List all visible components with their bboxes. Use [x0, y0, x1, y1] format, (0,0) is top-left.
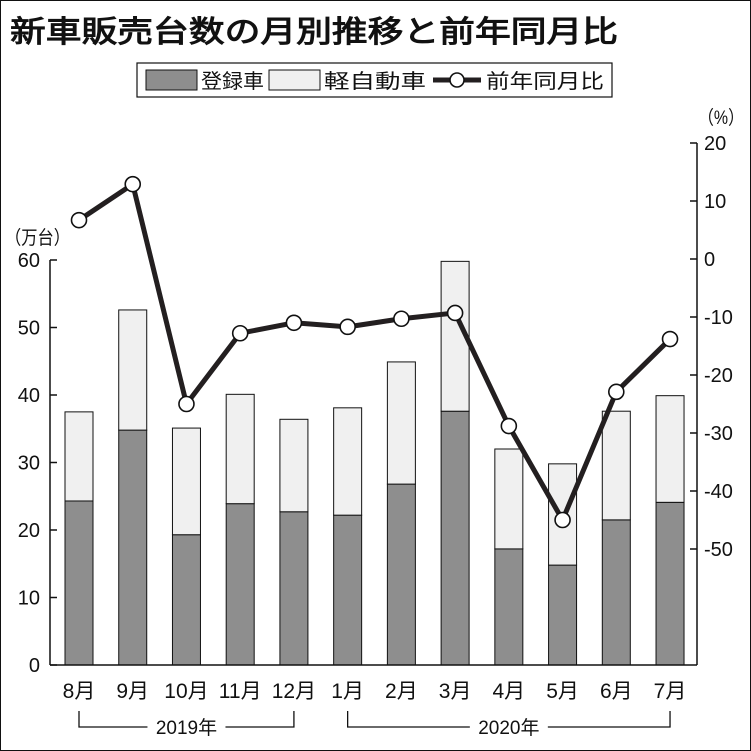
- yoy-point-9: [500, 417, 518, 435]
- yoy-point-11: [607, 383, 625, 401]
- x-tick-label: 2月: [385, 680, 418, 703]
- registered-bar-7: [386, 483, 416, 666]
- right-tick-label: -10: [704, 307, 733, 329]
- left-tick-label: 30: [18, 453, 40, 475]
- year-label: 2020年: [478, 717, 539, 739]
- year-brackets: 2019年 2020年: [78, 711, 671, 739]
- yoy-point-5: [285, 314, 303, 332]
- left-tick-label: 10: [18, 588, 40, 610]
- yoy-point-1: [70, 211, 88, 229]
- right-tick-label: 20: [704, 133, 726, 155]
- left-axis-label: （万台）: [5, 227, 70, 249]
- x-tick-label: 7月: [654, 680, 687, 703]
- x-tick-label: 1月: [331, 680, 364, 703]
- x-tick-label: 11月: [219, 680, 262, 703]
- legend-label-registered: 登録車: [201, 70, 264, 93]
- kei-bar-3: [171, 427, 201, 536]
- x-tick-label: 10月: [164, 680, 208, 703]
- yoy-line-layer: [76, 181, 673, 523]
- yoy-point-3: [178, 395, 195, 413]
- yoy-point-4: [231, 324, 249, 342]
- x-tick-label: 8月: [63, 680, 96, 703]
- year-bracket-1: 2019年: [78, 711, 295, 739]
- registered-bar-6: [333, 514, 363, 666]
- yoy-point-7: [393, 310, 410, 328]
- yoy-point-6: [339, 318, 356, 336]
- registered-bar-10: [548, 564, 578, 666]
- kei-bar-9: [494, 448, 524, 550]
- legend-swatch-kei: [268, 69, 321, 91]
- kei-bar-5: [279, 418, 309, 513]
- kei-bar-7: [386, 361, 416, 485]
- registered-bar-9: [494, 548, 524, 666]
- chart-title: 新車販売台数の月別推移と前年同月比: [10, 15, 618, 49]
- x-tick-label: 3月: [439, 680, 472, 703]
- right-axis-label: （%）: [698, 107, 744, 129]
- right-tick-label: -20: [704, 365, 733, 387]
- legend-swatch-yoy-point: [449, 72, 465, 88]
- kei-bar-1: [64, 411, 94, 502]
- year-bracket-2: 2020年: [347, 711, 671, 739]
- x-tick-label: 12月: [272, 680, 316, 703]
- registered-bar-8: [440, 410, 470, 666]
- left-tick-label: 0: [29, 655, 40, 677]
- kei-bar-2: [118, 309, 148, 431]
- registered-bar-1: [64, 500, 94, 666]
- bracket-line: [347, 711, 671, 728]
- x-tick-label: 4月: [492, 680, 525, 703]
- left-tick-label: 20: [18, 520, 40, 542]
- yoy-line: [76, 181, 673, 523]
- kei-bar-12: [655, 395, 685, 503]
- kei-bar-6: [333, 407, 363, 516]
- x-tick-label: 5月: [546, 680, 579, 703]
- year-label: 2019年: [156, 717, 217, 739]
- legend-label-kei: 軽自動車: [324, 70, 426, 93]
- legend-box: [136, 62, 613, 98]
- kei-bar-11: [601, 410, 631, 521]
- right-tick-label: -30: [704, 423, 733, 445]
- yoy-point-12: [661, 330, 679, 348]
- yoy-points: [70, 175, 679, 529]
- bracket-line: [78, 711, 295, 728]
- registered-bar-4: [225, 503, 255, 666]
- registered-bar-11: [601, 519, 631, 666]
- x-tick-label: 6月: [600, 680, 633, 703]
- yoy-point-8: [446, 304, 464, 322]
- bar-layer: [64, 260, 685, 666]
- right-tick-label: -40: [704, 481, 733, 503]
- left-tick-label: 60: [18, 250, 40, 272]
- left-ticks: 0 10 20 30 40 50 60: [18, 250, 57, 677]
- registered-bar-2: [118, 429, 148, 666]
- right-tick-label: 10: [704, 191, 726, 213]
- kei-bar-4: [225, 393, 255, 505]
- category-labels: 8月 9月 10月 11月 12月 1月 2月 3月 4月 5月 6月 7月: [63, 680, 687, 703]
- registered-bar-5: [279, 511, 309, 666]
- legend: 登録車 軽自動車 前年同月比: [136, 62, 613, 98]
- legend-swatch-registered: [145, 69, 198, 91]
- left-tick-label: 40: [18, 385, 40, 407]
- yoy-point-2: [124, 175, 142, 193]
- right-tick-label: -50: [704, 539, 733, 561]
- legend-label-yoy: 前年同月比: [486, 70, 604, 93]
- left-tick-label: 50: [18, 318, 40, 340]
- right-tick-label: 0: [704, 249, 715, 271]
- x-tick-label: 9月: [116, 680, 149, 703]
- registered-bar-3: [171, 534, 201, 666]
- registered-bar-12: [655, 501, 685, 666]
- yoy-point-10: [554, 511, 571, 529]
- right-ticks: 20 10 0 -10 -20 -30 -40 -50: [690, 133, 733, 561]
